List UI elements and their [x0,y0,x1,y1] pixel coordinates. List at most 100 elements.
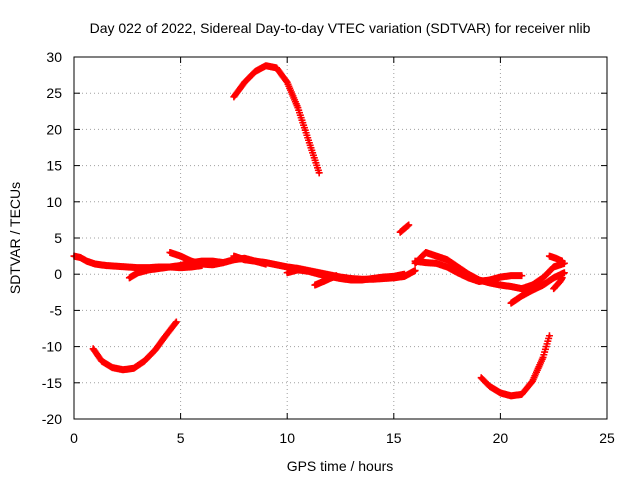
y-tick-label: 5 [54,230,62,246]
data-point [168,250,172,254]
data-point [520,274,524,278]
data-point [434,254,438,258]
data-point [313,283,317,287]
data-point [445,265,449,269]
data-point [243,80,247,84]
data-point [253,259,257,263]
y-tick-label: 10 [46,194,62,210]
data-point [232,95,236,99]
data-point [168,265,172,269]
data-point [488,384,492,388]
data-point [360,278,364,282]
data-point [317,171,321,175]
data-point [127,276,131,280]
data-point [136,266,140,270]
data-point [339,277,342,281]
data-point [541,355,545,359]
data-point [189,259,193,263]
data-point [110,366,114,370]
data-point [554,256,558,260]
data-point [91,347,95,351]
data-point [125,265,129,269]
data-point [466,276,470,280]
x-tick-label: 10 [279,430,295,446]
y-tick-label: -20 [42,411,62,427]
y-axis-label: SDTVAR / TECUs [7,182,23,294]
data-point [562,271,566,275]
data-point [407,223,411,227]
data-point [509,285,513,289]
series-arc-5 [283,266,408,284]
data-point [381,275,385,279]
series-arc-12 [550,274,566,293]
data-point [179,254,183,258]
series-arc-14 [89,318,180,374]
data-point [456,271,460,275]
data-point [498,283,502,287]
data-point [558,279,562,283]
data-point [157,266,161,270]
data-point [136,271,140,275]
data-point [142,359,146,363]
data-point [520,392,524,396]
data-point [121,368,125,372]
data-point [413,259,417,263]
data-point [498,391,502,395]
x-tick-label: 0 [70,430,78,446]
series-arc-7 [230,62,323,177]
data-point [392,274,396,278]
data-point [520,287,524,291]
data-point [307,269,311,273]
data-point [179,264,183,268]
series-arc-10 [411,257,526,285]
data-point [307,138,311,142]
data-point [424,261,428,265]
data-point [285,80,289,84]
data-point [275,263,279,267]
data-point [477,279,481,283]
data-point [509,301,513,305]
data-point [541,276,545,280]
data-point [456,265,460,269]
data-point [552,287,556,291]
data-point [243,258,247,262]
data-point [552,265,556,269]
series-arc-15 [477,332,553,400]
data-point [132,366,136,370]
x-tick-label: 15 [386,430,402,446]
series-arc-11 [507,269,568,307]
y-tick-label: -15 [42,375,62,391]
series-arc-8 [396,221,413,236]
data-point [147,268,151,272]
data-point [264,261,268,265]
y-tick-label: 30 [46,49,62,65]
data-point [530,283,534,287]
data-point [520,294,524,298]
data-point [398,230,402,234]
data-point [85,259,89,263]
series-arc-13 [545,252,566,265]
y-tick-label: 25 [46,85,62,101]
data-point [321,279,325,283]
y-tick-label: -5 [50,302,63,318]
y-tick-label: 20 [46,121,62,137]
data-point [100,359,104,363]
data-point [104,264,108,268]
y-tick-label: -10 [42,339,62,355]
data-point [164,334,168,338]
x-tick-label: 20 [493,430,509,446]
data-point [93,262,97,266]
y-tick-label: 0 [54,266,62,282]
data-point [488,278,492,282]
data-point [349,278,353,282]
data-point [275,66,279,70]
data-point [174,320,178,324]
data-point [509,274,513,278]
data-point [370,277,374,281]
data-point [296,106,300,110]
data-point [153,348,157,352]
data-point [264,64,268,68]
data-point [253,69,257,73]
